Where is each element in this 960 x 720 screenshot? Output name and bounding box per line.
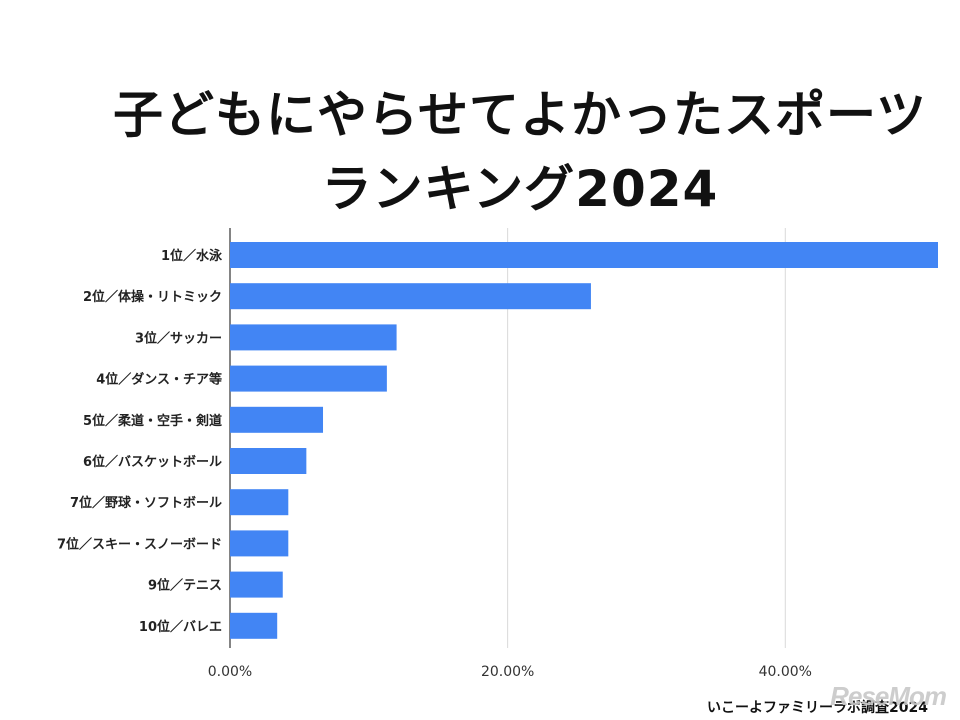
category-label: 1位／水泳 — [161, 248, 223, 264]
category-label: 2位／体操・リトミック — [83, 289, 222, 305]
watermark-logo: ReseMom — [830, 681, 947, 711]
category-label: 10位／バレエ — [139, 619, 222, 635]
bar — [230, 489, 289, 516]
chart-title: 子どもにやらせてよかったスポーツ ランキング2024 — [0, 78, 960, 226]
bar — [230, 571, 283, 598]
chart-title-line1: 子どもにやらせてよかったスポーツ — [113, 86, 927, 144]
category-label: 3位／サッカー — [135, 330, 222, 346]
category-labels: 1位／水泳 2位／体操・リトミック 3位／サッカー 4位／ダンス・チア等 5位／柔道・空… — [57, 248, 223, 635]
category-label: 7位／野球・ソフトボール — [70, 495, 222, 511]
source-note: いこーよファミリーラボ調査2024 — [707, 700, 928, 716]
chart-title-line2: ランキング2024 — [321, 160, 719, 218]
category-label: 6位／バスケットボール — [83, 454, 222, 470]
bar — [230, 448, 307, 474]
bar — [230, 406, 324, 433]
bar — [230, 283, 591, 310]
bar — [230, 242, 938, 268]
category-label: 5位／柔道・空手・剣道 — [83, 413, 222, 429]
bars — [230, 242, 938, 639]
x-tick-label: 0.00% — [208, 664, 252, 680]
category-label: 4位／ダンス・チア等 — [96, 372, 222, 388]
bar — [230, 365, 387, 392]
x-tick-labels: 0.00% 20.00% 40.00% — [208, 664, 812, 680]
x-tick-label: 20.00% — [481, 664, 534, 680]
category-label: 9位／テニス — [148, 578, 222, 594]
x-tick-label: 40.00% — [759, 664, 812, 680]
bar — [230, 324, 397, 351]
bar — [230, 612, 278, 639]
category-label: 7位／スキー・スノーボード — [57, 536, 222, 552]
bar — [230, 530, 289, 557]
